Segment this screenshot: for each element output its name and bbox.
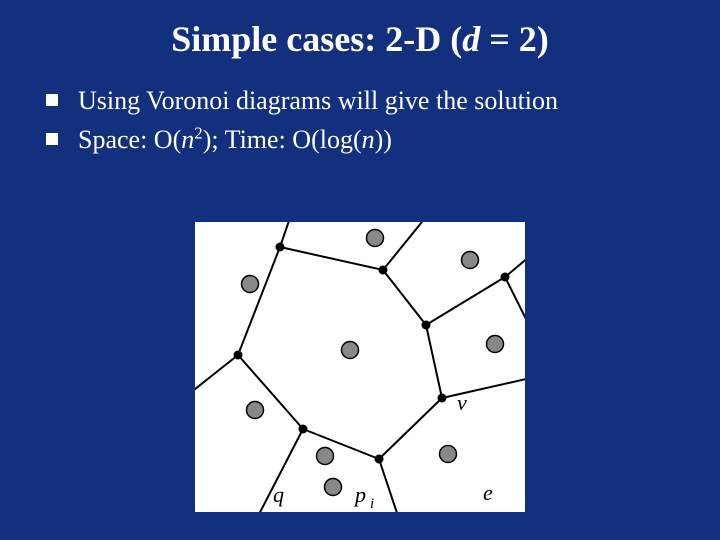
bullet-text: Space: O(n2); Time: O(log(n))	[78, 123, 392, 156]
title-suffix: = 2)	[480, 19, 549, 59]
title-italic: d	[462, 19, 480, 59]
slide-title: Simple cases: 2-D (d = 2)	[0, 0, 720, 84]
bullet-icon	[46, 94, 58, 106]
list-item: Space: O(n2); Time: O(log(n))	[46, 123, 680, 156]
bullet-icon	[46, 133, 58, 145]
svg-text:v: v	[457, 390, 467, 415]
svg-text:e: e	[483, 480, 493, 505]
bullet-list: Using Voronoi diagrams will give the sol…	[0, 84, 720, 157]
title-prefix: Simple cases: 2-D (	[171, 19, 462, 59]
voronoi-diagram: q pi v e	[195, 222, 525, 512]
voronoi-svg: q pi v e	[195, 222, 525, 512]
svg-text:q: q	[273, 482, 284, 507]
bullet-text: Using Voronoi diagrams will give the sol…	[78, 84, 558, 117]
svg-text:p: p	[353, 482, 366, 507]
list-item: Using Voronoi diagrams will give the sol…	[46, 84, 680, 117]
svg-text:i: i	[370, 496, 374, 512]
